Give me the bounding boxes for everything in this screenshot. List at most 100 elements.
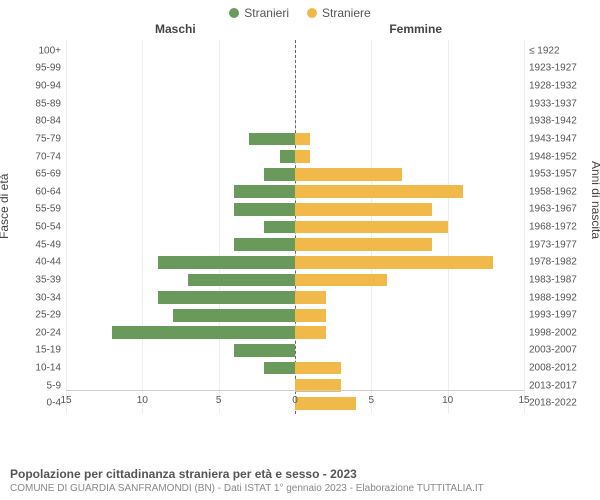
age-label: 80-84: [35, 116, 66, 127]
bar-male: [234, 185, 295, 198]
birth-label: 1928-1932: [524, 81, 577, 92]
bar-female: [295, 185, 463, 198]
plot-area: 100+≤ 192295-991923-192790-941928-193285…: [66, 40, 524, 414]
birth-label: 1953-1957: [524, 169, 577, 180]
age-label: 35-39: [35, 274, 66, 285]
birth-label: 2018-2022: [524, 398, 577, 409]
birth-label: 1993-1997: [524, 310, 577, 321]
bar-row: 35-391983-1987: [66, 271, 524, 289]
age-label: 45-49: [35, 239, 66, 250]
bar-row: 25-291993-1997: [66, 306, 524, 324]
legend-swatch-male: [229, 8, 239, 18]
legend-item-female: Straniere: [307, 6, 371, 20]
birth-label: 1963-1967: [524, 204, 577, 215]
chart-container: Stranieri Straniere Maschi Femmine Fasce…: [0, 0, 600, 500]
x-tick-label: 5: [216, 395, 222, 406]
age-label: 30-34: [35, 292, 66, 303]
age-label: 50-54: [35, 222, 66, 233]
bar-row: 60-641958-1962: [66, 183, 524, 201]
bar-male: [234, 344, 295, 357]
bar-male: [234, 203, 295, 216]
bar-female: [295, 221, 448, 234]
bar-row: 10-142008-2012: [66, 359, 524, 377]
birth-label: 1938-1942: [524, 116, 577, 127]
bar-male: [188, 274, 295, 287]
x-tick-label: 10: [442, 395, 453, 406]
birth-label: 1978-1982: [524, 257, 577, 268]
birth-label: 2013-2017: [524, 380, 577, 391]
age-label: 100+: [38, 45, 66, 56]
bar-row: 75-791943-1947: [66, 130, 524, 148]
bar-female: [295, 274, 387, 287]
legend: Stranieri Straniere: [0, 0, 600, 22]
y-axis-right-title: Anni di nascita: [589, 161, 600, 239]
x-tick-label: 10: [137, 395, 148, 406]
chart-area: Fasce di età Anni di nascita 100+≤ 19229…: [8, 40, 592, 438]
age-label: 70-74: [35, 151, 66, 162]
age-label: 55-59: [35, 204, 66, 215]
bar-male: [112, 326, 295, 339]
bar-male: [264, 168, 295, 181]
bar-male: [234, 238, 295, 251]
bar-row: 80-841938-1942: [66, 113, 524, 131]
birth-label: 1973-1977: [524, 239, 577, 250]
y-axis-left-title: Fasce di età: [0, 174, 11, 239]
bar-row: 45-491973-1977: [66, 236, 524, 254]
bar-male: [158, 256, 295, 269]
header-female: Femmine: [389, 22, 442, 36]
bar-row: 40-441978-1982: [66, 254, 524, 272]
header-male: Maschi: [155, 22, 196, 36]
birth-label: 1998-2002: [524, 327, 577, 338]
age-label: 75-79: [35, 133, 66, 144]
bar-female: [295, 326, 326, 339]
bar-male: [249, 133, 295, 146]
legend-item-male: Stranieri: [229, 6, 289, 20]
age-label: 25-29: [35, 310, 66, 321]
age-label: 5-9: [47, 380, 66, 391]
bar-male: [264, 362, 295, 375]
birth-label: 1923-1927: [524, 63, 577, 74]
bar-row: 85-891933-1937: [66, 95, 524, 113]
bar-male: [158, 291, 295, 304]
x-tick-label: 15: [518, 395, 529, 406]
bar-row: 55-591963-1967: [66, 201, 524, 219]
bar-female: [295, 150, 310, 163]
x-tick-label: 5: [369, 395, 375, 406]
bar-female: [295, 256, 493, 269]
bar-row: 20-241998-2002: [66, 324, 524, 342]
chart-subtitle: COMUNE DI GUARDIA SANFRAMONDI (BN) - Dat…: [10, 483, 590, 494]
age-label: 60-64: [35, 186, 66, 197]
bar-row: 30-341988-1992: [66, 289, 524, 307]
column-headers: Maschi Femmine: [0, 22, 600, 40]
bar-female: [295, 291, 326, 304]
bar-row: 100+≤ 1922: [66, 42, 524, 60]
birth-label: 1958-1962: [524, 186, 577, 197]
age-label: 40-44: [35, 257, 66, 268]
bar-row: 90-941928-1932: [66, 77, 524, 95]
x-axis: 15105051015: [66, 390, 524, 414]
birth-label: ≤ 1922: [524, 45, 560, 56]
bar-female: [295, 168, 402, 181]
footer: Popolazione per cittadinanza straniera p…: [10, 467, 590, 494]
bar-female: [295, 238, 432, 251]
age-label: 20-24: [35, 327, 66, 338]
age-label: 90-94: [35, 81, 66, 92]
birth-label: 1983-1987: [524, 274, 577, 285]
birth-label: 2008-2012: [524, 363, 577, 374]
legend-swatch-female: [307, 8, 317, 18]
bar-row: 70-741948-1952: [66, 148, 524, 166]
x-tick-label: 0: [292, 395, 298, 406]
legend-label-male: Stranieri: [244, 6, 289, 20]
bar-female: [295, 362, 341, 375]
birth-label: 1988-1992: [524, 292, 577, 303]
bar-male: [280, 150, 295, 163]
age-label: 65-69: [35, 169, 66, 180]
bar-male: [173, 309, 295, 322]
bar-female: [295, 203, 432, 216]
birth-label: 1948-1952: [524, 151, 577, 162]
legend-label-female: Straniere: [322, 6, 371, 20]
chart-title: Popolazione per cittadinanza straniera p…: [10, 467, 590, 481]
birth-label: 1943-1947: [524, 133, 577, 144]
bar-rows: 100+≤ 192295-991923-192790-941928-193285…: [66, 42, 524, 412]
bar-row: 50-541968-1972: [66, 218, 524, 236]
